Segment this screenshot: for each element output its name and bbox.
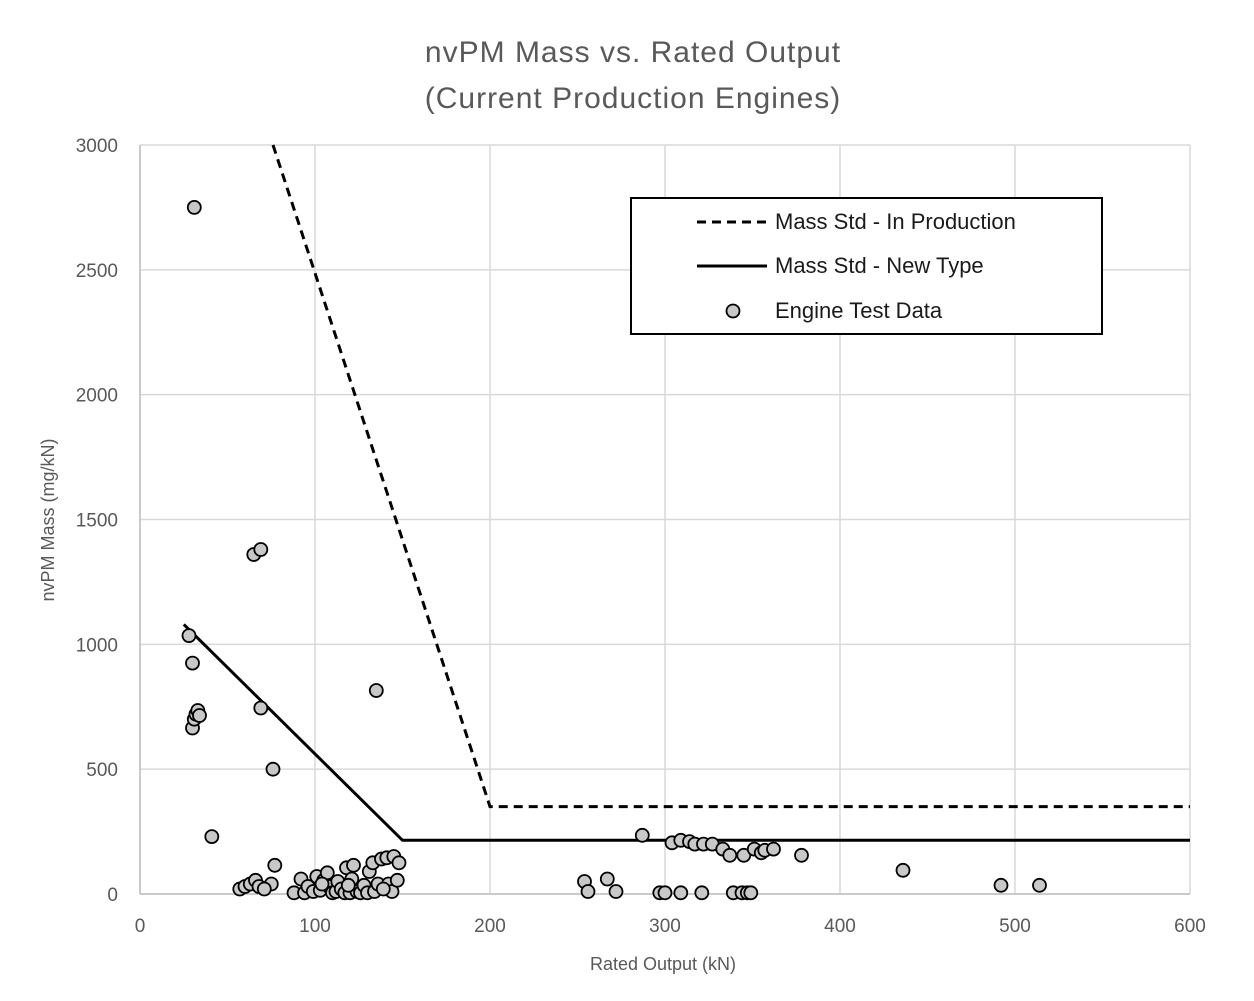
y-tick-label-1000: 1000 (76, 635, 118, 656)
x-axis-label: Rated Output (kN) (590, 954, 736, 974)
data-point-88 (1032, 877, 1047, 893)
data-point-84 (766, 841, 781, 857)
data-point-2 (185, 655, 200, 671)
legend: Mass Std - In Production Mass Std - New … (630, 197, 1103, 335)
data-point-57 (340, 877, 356, 893)
data-points (181, 199, 1047, 901)
data-point-20 (256, 881, 272, 897)
data-point-58 (314, 876, 330, 892)
data-point-65 (657, 885, 673, 901)
x-tick-label-600: 600 (1174, 916, 1206, 937)
data-point-55 (391, 855, 407, 871)
legend-marker-engine-test-data (725, 303, 741, 319)
series (182, 144, 1190, 842)
data-point-47 (368, 683, 384, 698)
data-point-39 (346, 857, 361, 873)
data-point-8 (204, 829, 220, 844)
data-point-75 (722, 847, 738, 863)
data-point-68 (673, 885, 689, 901)
legend-label-new-type: Mass Std - New Type (775, 253, 984, 278)
chart-title-line-1: nvPM Mass vs. Rated Output (425, 36, 841, 69)
series-line-new-type (182, 623, 1190, 842)
data-point-11 (253, 700, 269, 716)
data-point-1 (181, 628, 197, 643)
y-tick-label-2000: 2000 (76, 386, 118, 407)
data-point-12 (265, 761, 281, 777)
chart-title-line-2: (Current Production Engines) (425, 82, 842, 115)
y-tick-label-3000: 3000 (76, 136, 118, 157)
data-point-54 (389, 872, 405, 888)
data-point-62 (608, 884, 624, 899)
data-point-71 (694, 885, 710, 901)
data-point-87 (993, 877, 1009, 893)
x-tick-label-400: 400 (824, 916, 856, 937)
y-tick-label-0: 0 (107, 885, 118, 906)
data-point-63 (634, 827, 650, 843)
x-tick-label-0: 0 (135, 916, 146, 937)
legend-label-in-production: Mass Std - In Production (775, 209, 1016, 234)
x-tick-label-500: 500 (999, 916, 1031, 937)
data-point-10 (253, 542, 269, 557)
data-point-56 (375, 881, 391, 897)
legend-label-engine-test-data: Engine Test Data (775, 298, 943, 323)
data-point-60 (580, 884, 596, 899)
x-tick-label-300: 300 (649, 916, 681, 937)
data-point-61 (599, 871, 615, 887)
y-tick-label-2500: 2500 (76, 261, 118, 282)
data-point-0 (186, 199, 202, 215)
data-point-13 (267, 857, 283, 873)
series-line-in-production (271, 144, 1190, 809)
tick-labels: 0 100 200 300 400 500 600 0 500 1000 1500 2000 2500 3… (76, 136, 1206, 937)
y-tick-label-1500: 1500 (76, 511, 118, 532)
data-point-85 (794, 847, 809, 863)
data-point-7 (192, 708, 207, 723)
x-tick-label-200: 200 (474, 916, 506, 937)
data-point-86 (895, 862, 911, 878)
y-tick-label-500: 500 (86, 760, 118, 781)
y-axis-label: nvPM Mass (mg/kN) (38, 438, 58, 601)
data-point-80 (743, 885, 759, 901)
x-tick-label-100: 100 (299, 916, 331, 937)
